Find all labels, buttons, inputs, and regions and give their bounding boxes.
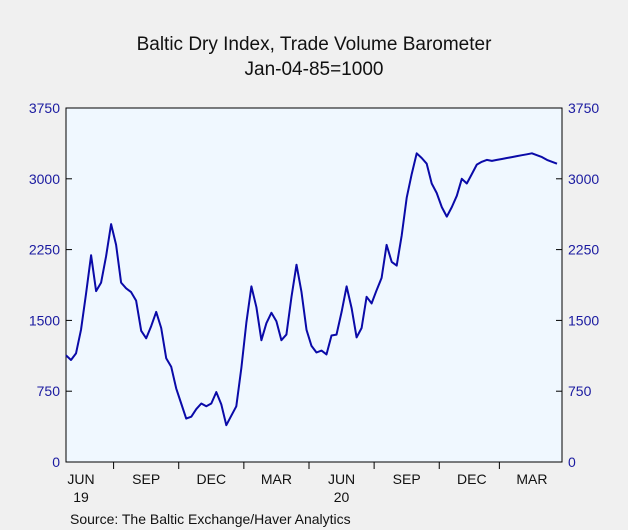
y-tick-label-right: 0 bbox=[568, 454, 576, 470]
x-tick-label: SEP bbox=[393, 471, 421, 487]
x-tick-label: MAR bbox=[516, 471, 547, 487]
y-tick-label-left: 0 bbox=[52, 454, 60, 470]
y-tick-label-right: 1500 bbox=[568, 312, 599, 328]
y-axis-left: 3750 3000 2250 1500 750 0 bbox=[29, 100, 72, 470]
x-tick-label: MAR bbox=[261, 471, 292, 487]
y-tick-label-left: 3000 bbox=[29, 171, 60, 187]
y-tick-label-right: 3750 bbox=[568, 100, 599, 116]
y-tick-label-right: 3000 bbox=[568, 171, 599, 187]
source-note: Source: The Baltic Exchange/Haver Analyt… bbox=[70, 511, 351, 527]
y-tick-label-right: 750 bbox=[568, 383, 592, 399]
x-tick-label: JUN bbox=[67, 471, 94, 487]
y-tick-label-left: 750 bbox=[37, 383, 61, 399]
x-year-label: 19 bbox=[73, 489, 89, 505]
chart-title: Baltic Dry Index, Trade Volume Barometer bbox=[137, 34, 492, 55]
y-tick-label-left: 1500 bbox=[29, 312, 60, 328]
y-tick-label-left: 2250 bbox=[29, 242, 60, 258]
x-tick-label: DEC bbox=[197, 471, 227, 487]
y-tick-label-left: 3750 bbox=[29, 100, 60, 116]
x-tick-label: DEC bbox=[457, 471, 487, 487]
series-layer bbox=[65, 152, 558, 427]
x-tick-label: SEP bbox=[132, 471, 160, 487]
x-year-label: 20 bbox=[334, 489, 350, 505]
y-axis-right: 3750 3000 2250 1500 750 0 bbox=[556, 100, 599, 470]
x-axis: JUN SEP DEC MAR JUN SEP DEC MAR 19 20 bbox=[67, 462, 548, 505]
x-tick-label: JUN bbox=[328, 471, 355, 487]
plot-area bbox=[65, 107, 563, 463]
chart-subtitle: Jan-04-85=1000 bbox=[245, 59, 384, 80]
series-line bbox=[65, 152, 558, 427]
y-tick-label-right: 2250 bbox=[568, 242, 599, 258]
